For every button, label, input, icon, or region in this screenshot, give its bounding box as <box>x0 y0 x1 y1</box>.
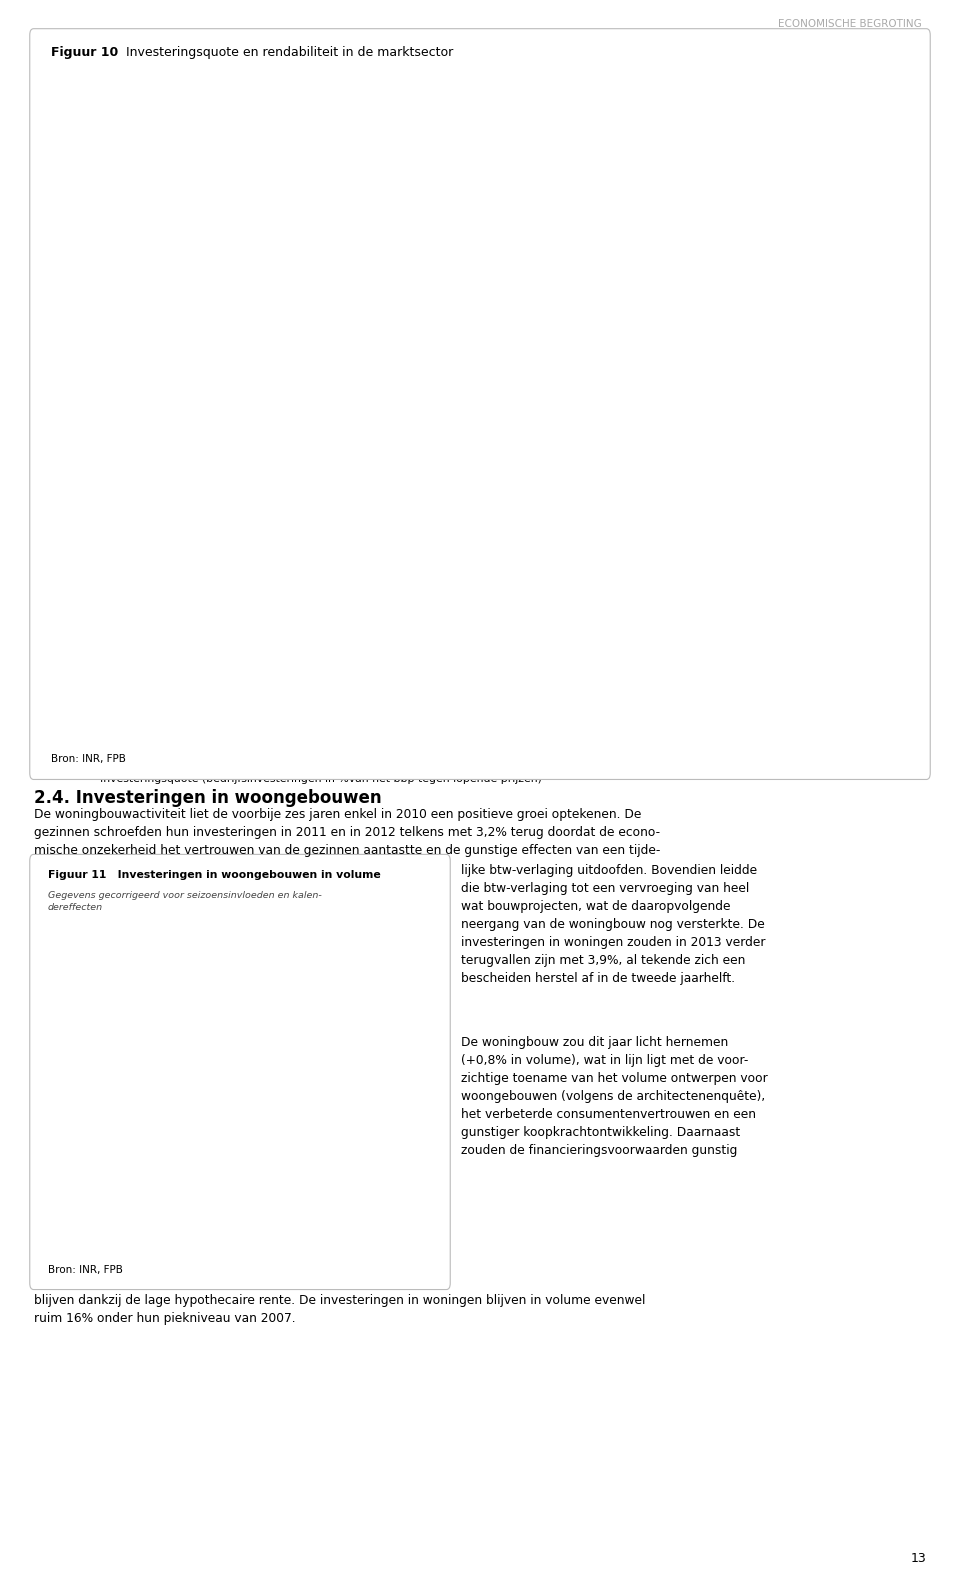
Bar <box>357 442 379 1594</box>
Bar <box>84 1084 97 1215</box>
Bar <box>234 442 257 1594</box>
Bar <box>204 1084 215 1135</box>
Bar <box>204 427 227 1594</box>
Bar <box>601 204 624 1594</box>
Text: De woningbouwactiviteit liet de voorbije zes jaren enkel in 2010 een positieve g: De woningbouwactiviteit liet de voorbije… <box>34 808 660 858</box>
Bar <box>102 1084 113 1172</box>
Bar <box>387 427 410 1594</box>
Bar <box>322 1084 333 1156</box>
Bar <box>220 1084 232 1132</box>
Bar <box>372 1076 384 1084</box>
Text: Bron: INR, FPB: Bron: INR, FPB <box>48 1266 123 1275</box>
Bar <box>693 290 715 1594</box>
Bar <box>510 477 533 1594</box>
Bar <box>811 104 843 677</box>
Text: Bron: INR, FPB: Bron: INR, FPB <box>51 754 126 764</box>
Text: blijven dankzij de lage hypothecaire rente. De investeringen in woningen blijven: blijven dankzij de lage hypothecaire ren… <box>34 1294 645 1325</box>
Bar <box>723 241 746 1594</box>
Bar <box>632 190 655 1594</box>
Text: 13: 13 <box>911 1553 926 1565</box>
Bar <box>389 1074 401 1084</box>
Bar <box>296 456 319 1594</box>
Text: Figuur 10: Figuur 10 <box>51 46 118 59</box>
Text: lijke btw-verlaging uitdoofden. Bovendien leidde
die btw-verlaging tot een vervr: lijke btw-verlaging uitdoofden. Bovendie… <box>461 864 765 985</box>
Bar <box>186 944 198 1084</box>
Bar <box>355 1078 367 1084</box>
Bar <box>169 969 181 1084</box>
Bar <box>271 1084 282 1146</box>
Bar <box>143 333 166 1594</box>
Bar <box>336 925 420 1243</box>
Bar <box>815 198 838 1594</box>
Bar <box>265 448 288 1594</box>
Legend: Rendabiliteit (2-jaarlijks voortschrijdend gemiddelde, rechterschaal), Investeri: Rendabiliteit (2-jaarlijks voortschrijde… <box>69 756 541 784</box>
Bar <box>448 448 471 1594</box>
Bar <box>153 1050 164 1084</box>
Bar <box>174 376 197 1594</box>
Bar <box>570 233 593 1594</box>
Bar <box>288 1084 300 1172</box>
Bar <box>540 384 563 1594</box>
Bar <box>135 1036 147 1084</box>
Bar <box>326 462 349 1594</box>
Bar <box>339 1084 350 1090</box>
Text: Gegevens gecorrigeerd voor seizoensinvloeden en kalen-
dereffecten: Gegevens gecorrigeerd voor seizoensinvlo… <box>48 891 322 912</box>
Bar <box>82 304 105 1594</box>
Bar <box>418 405 441 1594</box>
Text: De woningbouw zou dit jaar licht hernemen
(+0,8% in volume), wat in lijn ligt me: De woningbouw zou dit jaar licht herneme… <box>461 1036 768 1157</box>
Text: 2.4. Investeringen in woongebouwen: 2.4. Investeringen in woongebouwen <box>34 789 381 807</box>
Text: Figuur 11   Investeringen in woongebouwen in volume: Figuur 11 Investeringen in woongebouwen … <box>48 870 381 880</box>
Bar <box>119 1084 131 1098</box>
Text: Investeringsquote en rendabiliteit in de marktsector: Investeringsquote en rendabiliteit in de… <box>126 46 453 59</box>
Bar <box>112 284 135 1594</box>
Bar <box>754 183 777 1594</box>
Bar <box>662 212 685 1594</box>
Bar <box>68 1084 80 1183</box>
Bar <box>479 462 502 1594</box>
Bar <box>253 1084 266 1203</box>
Bar <box>304 1084 317 1132</box>
Bar <box>406 1068 418 1084</box>
Bar <box>784 212 807 1594</box>
Bar <box>237 1084 249 1148</box>
Text: ECONOMISCHE BEGROTING: ECONOMISCHE BEGROTING <box>778 19 922 29</box>
